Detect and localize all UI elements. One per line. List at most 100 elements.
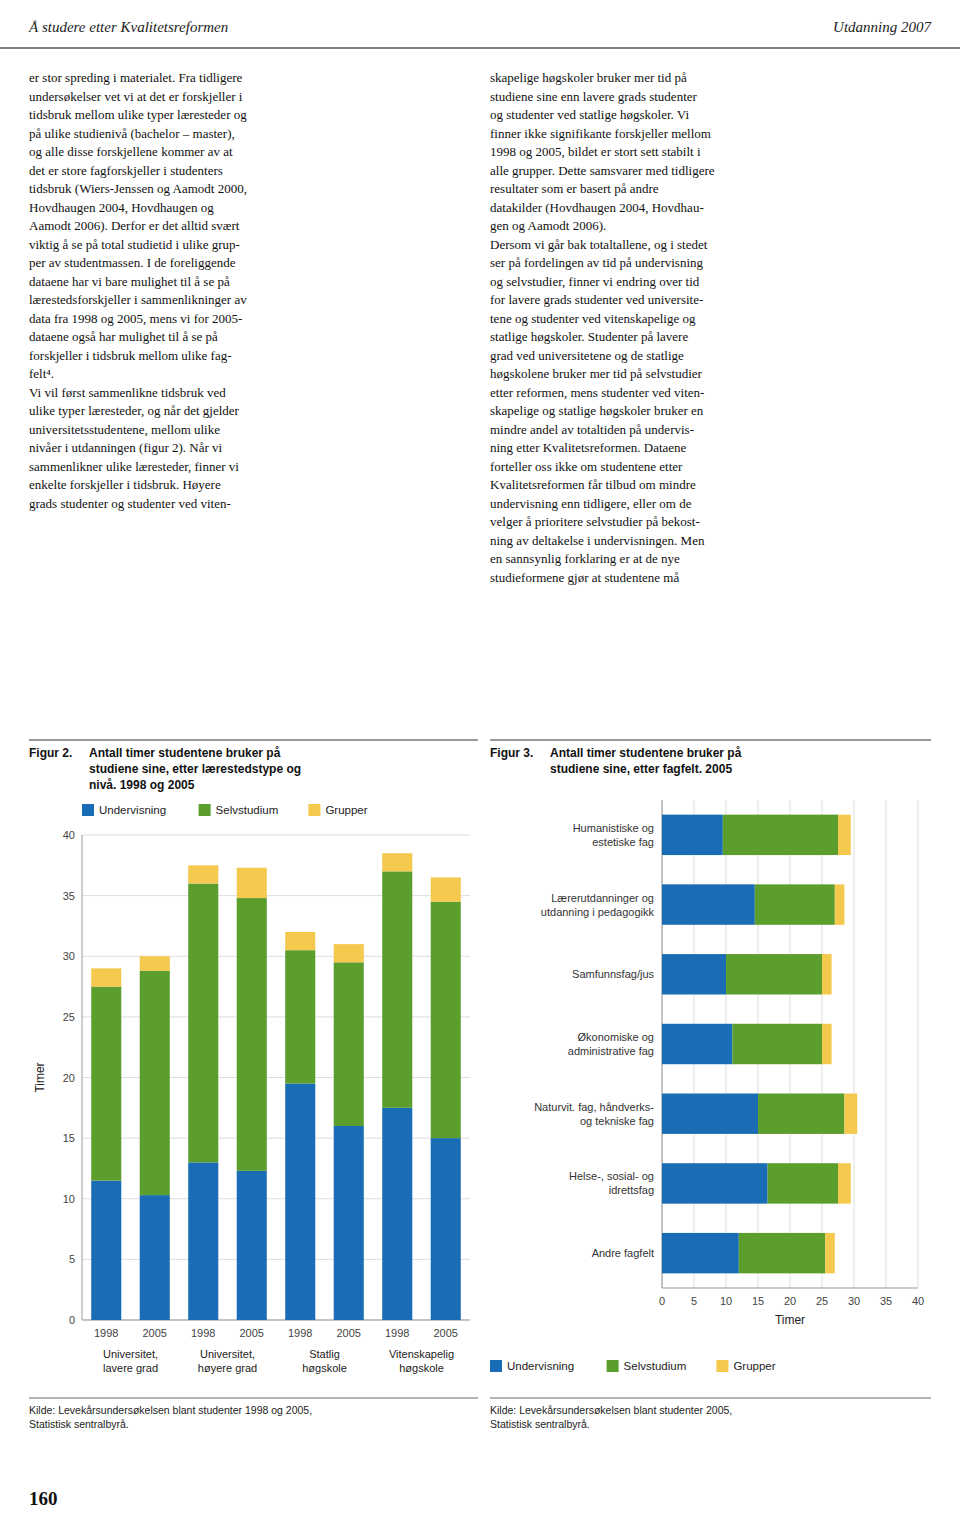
grid-line	[854, 800, 855, 1288]
body-text-line: 1998 og 2005, bildet er stort sett stabi…	[490, 144, 701, 159]
header-left: Å studere etter Kvalitetsreformen	[28, 19, 228, 35]
bar-segment	[237, 868, 267, 898]
bar-segment	[726, 954, 822, 994]
body-text-line: og alle disse forskjellene kommer av at	[29, 144, 233, 159]
bar-segment	[237, 1171, 267, 1320]
body-text-line: det er store fagforskjeller i studenters	[29, 163, 223, 178]
y-tick-label-line: 30	[63, 950, 75, 962]
y-tick-label: Naturvit. fag, håndverks-og tekniske fag	[534, 1101, 654, 1127]
legend-label: Selvstudium	[216, 804, 279, 816]
y-tick-label-line: estetiske fag	[592, 836, 654, 848]
source-note: Kilde: Levekårsundersøkelsen blant stude…	[490, 1404, 732, 1430]
y-tick-label: 35	[63, 890, 75, 902]
x-tick-label: 2005	[240, 1327, 264, 1339]
bar-segment	[334, 962, 364, 1126]
x-tick-label: 2005	[434, 1327, 458, 1339]
body-text-line: og studenter ved statlige høgskoler. Vi	[490, 107, 689, 122]
x-tick-label-line: 2005	[240, 1327, 264, 1339]
body-text-line: skapelige høgskoler bruker mer tid på	[490, 70, 687, 85]
x-tick-label: 1998	[191, 1327, 215, 1339]
chart-subtitle-line: Antall timer studentene bruker på	[550, 746, 742, 760]
y-tick-label: Andre fagfelt	[592, 1247, 654, 1259]
group-label: Universitet,lavere grad	[103, 1348, 158, 1374]
legend-swatch	[308, 804, 320, 816]
bar-segment	[188, 1162, 218, 1320]
body-text-line: grad ved universitetene og de statlige	[490, 348, 684, 363]
grid-line	[886, 800, 887, 1288]
y-tick-label: Økonomiske ogadministrative fag	[568, 1031, 654, 1057]
chart-subtitle: Antall timer studentene bruker på studien…	[89, 746, 301, 792]
body-text-line: dataene også har mulighet til å se på	[29, 329, 218, 344]
bar-segment	[382, 853, 412, 871]
chart-subtitle-line: studiene sine, etter lærestedstype og	[89, 762, 301, 776]
bar-segment	[755, 884, 835, 924]
y-tick-label-line: 0	[69, 1314, 75, 1326]
y-tick-label: 15	[63, 1132, 75, 1144]
body-text-line: velger å prioritere selvstudier på bekos…	[490, 514, 700, 529]
bar-segment	[140, 1195, 170, 1320]
body-text-line: ning av deltakelse i undervisningen. Men	[490, 533, 705, 548]
source-note: Kilde: Levekårsundersøkelsen blant stude…	[29, 1404, 312, 1430]
x-tick-label: 1998	[94, 1327, 118, 1339]
bar-segment	[91, 968, 121, 986]
y-tick-label: 10	[63, 1193, 75, 1205]
body-text-line: finner ikke signifikante forskjeller mel…	[490, 126, 711, 141]
x-tick-label: 0	[659, 1295, 665, 1307]
x-axis-title: Timer	[775, 1313, 805, 1327]
legend-label-line: Undervisning	[99, 804, 166, 816]
bar-segment	[188, 865, 218, 883]
x-tick-label-line: 1998	[385, 1327, 409, 1339]
bar-segment	[822, 954, 832, 994]
x-tick-label: 2005	[143, 1327, 167, 1339]
body-text-line: forteller oss ikke om studentene etter	[490, 459, 683, 474]
bar-segment	[732, 1024, 822, 1064]
body-text-line: undervisning enn tidligere, eller om de	[490, 496, 692, 511]
x-tick-label-line: 2005	[434, 1327, 458, 1339]
grid-line	[918, 800, 919, 1288]
body-text-line: for lavere grads studenter ved universit…	[490, 292, 703, 307]
y-tick-label-line: Samfunnsfag/jus	[572, 968, 654, 980]
page-number-line: 160	[29, 1488, 58, 1509]
page: Å studere etter Kvalitetsreformen Utdanni…	[0, 0, 960, 1530]
legend-swatch	[490, 1360, 502, 1372]
bar-segment	[382, 871, 412, 1107]
legend-swatch	[199, 804, 211, 816]
x-tick-label-line: 1998	[288, 1327, 312, 1339]
chart-title-line: Figur 2.	[29, 746, 72, 760]
chart-subtitle-line: Antall timer studentene bruker på	[89, 746, 281, 760]
y-tick-label-line: Økonomiske og	[578, 1031, 654, 1043]
legend-label: Selvstudium	[624, 1360, 687, 1372]
source-rule	[490, 1398, 931, 1399]
body-text-line: viktig å se på total studietid i ulike g…	[29, 237, 240, 252]
x-tick-label: 25	[816, 1295, 828, 1307]
body-text-line: universitetsstudentene, mellom ulike	[29, 422, 220, 437]
page-background	[0, 0, 960, 1530]
x-tick-label-line: 1998	[94, 1327, 118, 1339]
x-tick-label: 20	[784, 1295, 796, 1307]
x-tick-label-line: 15	[752, 1295, 764, 1307]
body-text-line: høgskolene bruker mer tid på selvstudier	[490, 366, 703, 381]
y-tick-label: 0	[69, 1314, 75, 1326]
bar-segment	[431, 1138, 461, 1320]
header-right-line: Utdanning 2007	[833, 19, 932, 35]
y-tick-label-line: 25	[63, 1011, 75, 1023]
y-tick-label-line: og tekniske fag	[580, 1115, 654, 1127]
body-text-line: tidsbruk (Wiers-Jenssen og Aamodt 2000,	[29, 181, 247, 196]
y-tick-label: 5	[69, 1253, 75, 1265]
body-text-line: sammenlikner ulike læresteder, finner vi	[29, 459, 239, 474]
bar-segment	[662, 1024, 732, 1064]
body-text-line: forskjeller i tidsbruk mellom ulike fag-	[29, 348, 232, 363]
x-tick-label: 5	[691, 1295, 697, 1307]
y-tick-label: 40	[63, 829, 75, 841]
legend-label-line: Grupper	[733, 1360, 775, 1372]
y-tick-label-line: Lærerutdanninger og	[551, 892, 654, 904]
body-text-line: data fra 1998 og 2005, mens vi for 2005-	[29, 311, 242, 326]
bar-segment	[662, 1233, 739, 1273]
bar-segment	[382, 1108, 412, 1320]
legend-label-line: Grupper	[325, 804, 367, 816]
body-text-line: ning etter Kvalitetsreformen. Dataene	[490, 440, 687, 455]
y-tick-label-line: 35	[63, 890, 75, 902]
bar-segment	[662, 815, 723, 855]
source-note-line: Kilde: Levekårsundersøkelsen blant stude…	[490, 1404, 732, 1416]
x-tick-label-line: 0	[659, 1295, 665, 1307]
